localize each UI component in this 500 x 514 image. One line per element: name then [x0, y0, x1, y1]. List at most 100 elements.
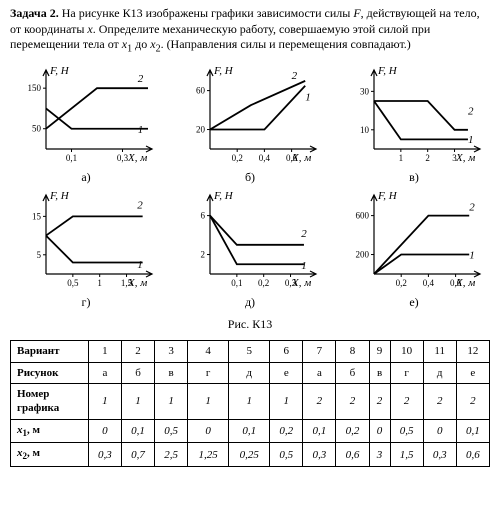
- table-cell: 0,7: [121, 443, 154, 467]
- table-cell: 0,1: [121, 419, 154, 443]
- svg-text:0,5: 0,5: [67, 278, 79, 288]
- svg-text:X, м: X, м: [127, 152, 147, 164]
- table-cell: 0: [369, 419, 390, 443]
- table-cell: 2: [390, 383, 423, 419]
- table-cell: 1,5: [390, 443, 423, 467]
- table-cell: б: [336, 362, 369, 383]
- figure-caption: Рис. К13: [10, 317, 490, 333]
- table-cell: 0,5: [155, 419, 188, 443]
- table-cell: 1: [121, 383, 154, 419]
- table-cell: 1: [188, 383, 229, 419]
- svg-text:2: 2: [469, 202, 475, 214]
- svg-text:2: 2: [468, 105, 474, 117]
- svg-text:0,4: 0,4: [423, 278, 435, 288]
- svg-text:2: 2: [292, 69, 298, 81]
- table-cell: 0: [423, 419, 456, 443]
- table-cell: 0,3: [88, 443, 121, 467]
- svg-text:600: 600: [356, 211, 370, 221]
- table-cell: е: [456, 362, 489, 383]
- svg-text:0,3: 0,3: [285, 278, 297, 288]
- table-header-cell: 9: [369, 341, 390, 362]
- svg-text:60: 60: [196, 85, 206, 95]
- svg-text:0,4: 0,4: [259, 153, 271, 163]
- svg-text:6: 6: [201, 211, 206, 221]
- table-header-cell: 5: [229, 341, 270, 362]
- table-cell: 0,2: [336, 419, 369, 443]
- table-header-cell: 10: [390, 341, 423, 362]
- table-cell: 2: [303, 383, 336, 419]
- table-cell: 0,1: [229, 419, 270, 443]
- table-cell: 1: [88, 383, 121, 419]
- table-cell: x2, м: [11, 443, 89, 467]
- chart-label-g: г): [82, 295, 91, 311]
- table-cell: е: [270, 362, 303, 383]
- svg-text:1: 1: [97, 278, 102, 288]
- svg-text:5: 5: [37, 250, 42, 260]
- svg-text:1: 1: [469, 250, 475, 262]
- svg-text:150: 150: [28, 83, 42, 93]
- svg-text:0,2: 0,2: [232, 153, 243, 163]
- table-cell: 1: [270, 383, 303, 419]
- table-cell: 2,5: [155, 443, 188, 467]
- svg-text:1: 1: [138, 123, 144, 135]
- table-cell: 2: [456, 383, 489, 419]
- table-header-cell: Вариант: [11, 341, 89, 362]
- svg-text:0,1: 0,1: [231, 278, 242, 288]
- table-cell: 0,25: [229, 443, 270, 467]
- chart-e: F, НX, м2006000,20,40,612: [344, 189, 484, 294]
- table-cell: 1: [229, 383, 270, 419]
- svg-text:1: 1: [301, 260, 307, 272]
- svg-text:X, м: X, м: [455, 152, 475, 164]
- table-cell: г: [188, 362, 229, 383]
- table-cell: Номерграфика: [11, 383, 89, 419]
- table-cell: 0,5: [390, 419, 423, 443]
- svg-text:0,3: 0,3: [117, 153, 129, 163]
- svg-text:1: 1: [468, 134, 474, 146]
- chart-label-v: в): [409, 170, 419, 186]
- svg-text:1: 1: [137, 259, 143, 271]
- table-cell: д: [229, 362, 270, 383]
- table-cell: 0,1: [456, 419, 489, 443]
- svg-text:F, Н: F, Н: [213, 65, 234, 77]
- table-header-cell: 4: [188, 341, 229, 362]
- table-cell: 0,3: [423, 443, 456, 467]
- table-row: x2, м0,30,72,51,250,250,50,30,631,50,30,…: [11, 443, 490, 467]
- chart-cell-e: F, НX, м2006000,20,40,612е): [338, 189, 490, 311]
- table-header-cell: 3: [155, 341, 188, 362]
- svg-text:10: 10: [360, 124, 370, 134]
- chart-cell-b: F, НX, м20600,20,40,612б): [174, 64, 326, 186]
- table-cell: в: [155, 362, 188, 383]
- table-row: x1, м00,10,500,10,20,10,200,500,1: [11, 419, 490, 443]
- table-cell: б: [121, 362, 154, 383]
- svg-text:0,2: 0,2: [396, 278, 407, 288]
- table-header-cell: 8: [336, 341, 369, 362]
- svg-text:0,2: 0,2: [258, 278, 269, 288]
- chart-a: F, НX, м501500,10,312: [16, 64, 156, 169]
- chart-v: F, НX, м103012312: [344, 64, 484, 169]
- chart-label-d: д): [245, 295, 255, 311]
- svg-text:F, Н: F, Н: [377, 65, 398, 77]
- problem-text: Задача 2. На рисунке К13 изображены граф…: [10, 6, 490, 56]
- chart-cell-g: F, НX, м5150,511,512г): [10, 189, 162, 311]
- svg-text:0,6: 0,6: [450, 278, 462, 288]
- chart-cell-v: F, НX, м103012312в): [338, 64, 490, 186]
- svg-text:2: 2: [425, 153, 430, 163]
- table-header-cell: 1: [88, 341, 121, 362]
- table-row: Номерграфика111111222222: [11, 383, 490, 419]
- svg-text:1: 1: [305, 91, 311, 103]
- table-cell: 0,2: [270, 419, 303, 443]
- table-cell: 0,1: [303, 419, 336, 443]
- table-cell: 1: [155, 383, 188, 419]
- chart-cell-a: F, НX, м501500,10,312а): [10, 64, 162, 186]
- table-cell: 0,5: [270, 443, 303, 467]
- variants-table: Вариант123456789101112Рисунокабвгдеабвгд…: [10, 340, 490, 467]
- table-row: Рисунокабвгдеабвгде: [11, 362, 490, 383]
- table-cell: а: [88, 362, 121, 383]
- svg-text:3: 3: [452, 153, 457, 163]
- charts-grid: F, НX, м501500,10,312а)F, НX, м20600,20,…: [10, 64, 490, 311]
- table-cell: в: [369, 362, 390, 383]
- table-cell: а: [303, 362, 336, 383]
- chart-label-b: б): [245, 170, 255, 186]
- table-cell: 1,25: [188, 443, 229, 467]
- chart-label-e: е): [409, 295, 418, 311]
